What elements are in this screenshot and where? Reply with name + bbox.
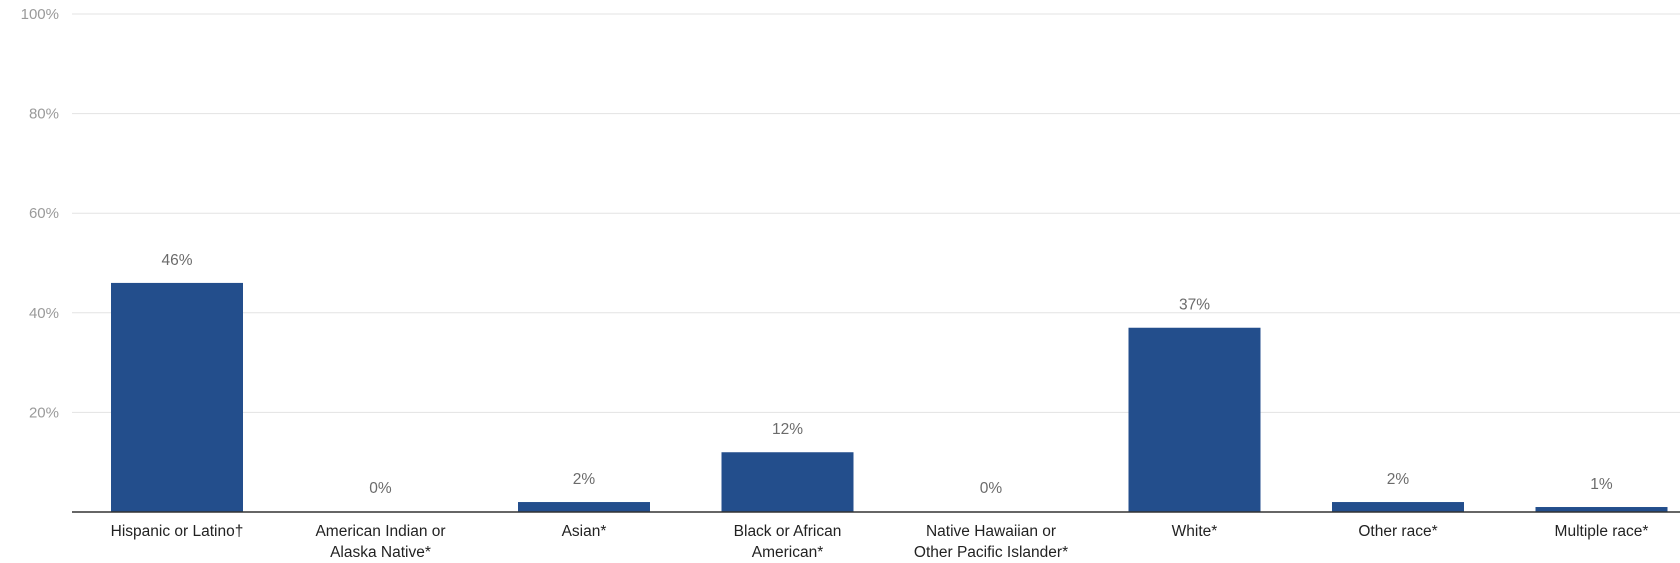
data-label: 2% — [1387, 471, 1410, 488]
y-tick-label: 100% — [21, 6, 59, 23]
y-tick-label: 80% — [29, 106, 59, 123]
y-tick-label: 40% — [29, 305, 59, 322]
data-label: 1% — [1590, 476, 1613, 493]
gridlines — [72, 13, 1680, 413]
x-tick-label: Multiple race* — [1555, 523, 1649, 540]
y-tick-label: 60% — [29, 205, 59, 222]
bar — [721, 452, 854, 512]
data-label: 12% — [772, 421, 803, 438]
x-tick-label: Black or African — [734, 523, 842, 540]
x-tick-label: American Indian or — [315, 523, 445, 540]
x-axis-ticks: Hispanic or Latino† American Indian or Ala… — [111, 523, 1649, 561]
x-tick-label: Other Pacific Islander* — [914, 544, 1068, 561]
y-tick-label: 20% — [29, 404, 59, 421]
data-label: 0% — [980, 480, 1003, 497]
bar — [518, 502, 650, 512]
bar — [111, 282, 243, 512]
data-label: 46% — [161, 252, 192, 269]
data-label: 37% — [1179, 297, 1210, 314]
bars — [111, 282, 1668, 512]
x-tick-label: White* — [1172, 523, 1218, 540]
data-labels: 46% 0% 2% 12% 0% 37% 2% 1% — [161, 252, 1612, 497]
bar — [1535, 507, 1668, 512]
x-tick-label: American* — [752, 544, 824, 561]
data-label: 2% — [573, 471, 596, 488]
x-tick-label: Alaska Native* — [330, 544, 431, 561]
bar — [1128, 327, 1261, 512]
data-label: 0% — [369, 480, 392, 497]
x-tick-label: Hispanic or Latino† — [111, 523, 244, 540]
x-tick-label: Other race* — [1358, 523, 1437, 540]
x-tick-label: Asian* — [562, 523, 607, 540]
y-axis-ticks: 20% 40% 60% 80% 100% — [21, 6, 59, 421]
bar — [1332, 502, 1464, 512]
x-tick-label: Native Hawaiian or — [926, 523, 1056, 540]
